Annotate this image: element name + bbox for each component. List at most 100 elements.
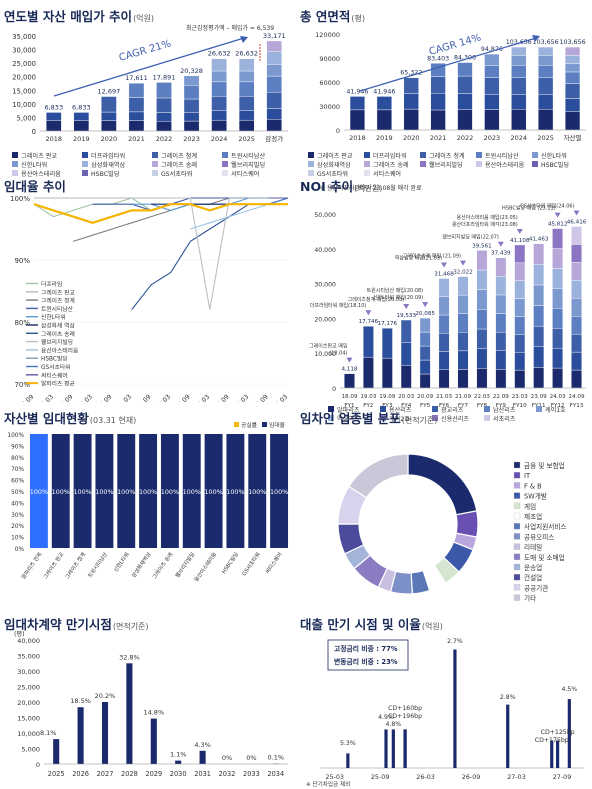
noi-ytick: 20,000 (314, 316, 336, 323)
occupancy-legend-label: 더프라임 (41, 280, 62, 288)
gfa-ytick: 90000 (319, 55, 340, 63)
lease-category-label: 2032 (219, 770, 236, 778)
loan-value-label: 2.7% (447, 638, 463, 645)
gfa-bar-segment (484, 77, 500, 95)
asset-value-label: 20,328 (180, 67, 203, 75)
noi-category-label: FY4 (401, 403, 412, 409)
gfa-bar-segment (457, 75, 473, 94)
asset-bar-segment (266, 119, 282, 132)
asset-category-label: 2018 (46, 135, 63, 143)
lease-ytick: 20,000 (17, 699, 40, 707)
pie-legend-label: F & B (524, 482, 542, 490)
noi-legend-label: 알파리츠 (337, 406, 360, 414)
noi-category-label: FY13 (570, 403, 584, 409)
gfa-bar-segment (538, 109, 554, 131)
pie-legend-label: 도매 및 소매업 (524, 554, 565, 562)
pie-slice (407, 453, 478, 516)
noi-legend-label: 케이1호 (545, 406, 566, 414)
asset-ytick: 15,000 (12, 87, 36, 95)
noi-legend-label: 역삼리츠 (337, 415, 360, 423)
occupancy-x-label: 22.09 (174, 393, 192, 402)
asset-legend-label: 서티스퀘어 (231, 170, 259, 178)
gfa-bar-segment (430, 109, 446, 131)
loan-bar (403, 729, 407, 768)
asset-value-label: 26,632 (208, 50, 231, 58)
oba-value-label: 100% (226, 488, 244, 496)
pie-legend-swatch (513, 574, 521, 581)
occupancy-x-label: 21.09 (135, 393, 153, 402)
noi-value-label: 31,468 (434, 271, 454, 277)
noi-category-label: 23.09 (531, 394, 547, 400)
lease-bar (150, 718, 157, 764)
noi-bar-segment (552, 228, 564, 249)
asset-bar-segment (183, 85, 200, 100)
pie-legend-label: SW개발 (524, 492, 547, 501)
noi-annotation-label: 트윈시티남산 매입(20.08) (367, 287, 424, 294)
loan-x-label: 27-03 (507, 773, 526, 781)
asset-category-label: 2025 (238, 135, 255, 143)
gfa-bar-segment (403, 77, 419, 94)
asset-legend-label: 신한L타워 (21, 161, 47, 169)
gfa-note: ※ 용산더프라임타워 23.08월 매각 완료 (320, 184, 422, 192)
occupancy-ytick: 100% (10, 195, 30, 203)
noi-bar-segment (457, 350, 469, 370)
asset-bar-segment (211, 70, 227, 83)
noi-annotation-marker (497, 241, 504, 247)
noi-bar-segment (457, 294, 469, 314)
loan-bar (384, 729, 388, 768)
lease-value-label: 20.2% (95, 692, 116, 700)
gfa-legend-label: 용산아스테리움 (485, 161, 525, 169)
loan-bar (556, 740, 560, 768)
noi-bar-segment (514, 244, 526, 264)
gfa-ytick: 60000 (319, 79, 340, 87)
asset-bar-segment (128, 97, 145, 113)
occupancy-panel: 임대율 추이 70% 80% 90% 100% 18.0919.0319.0920.03… (4, 176, 291, 402)
asset-bar-segment (238, 119, 255, 132)
loan-x-label: 25-03 (325, 773, 344, 781)
oba-value-label: 100% (139, 488, 157, 496)
pie-legend-label: 공유오피스 (524, 532, 554, 541)
gfa-bar-segment (349, 96, 366, 111)
noi-bar-segment (533, 325, 545, 347)
gfa-bar-segment (564, 98, 581, 112)
asset-legend-label: 삼성화재역삼 (91, 161, 125, 169)
gfa-bar-segment (564, 111, 581, 131)
noi-legend-label: 케이2호 (389, 415, 410, 423)
asset-category-label: 2019 (73, 135, 90, 143)
asset-legend-label: 웰브리지빌딩 (231, 161, 265, 169)
gfa-bar-segment (538, 94, 554, 110)
tenant-industry-title: 임차인 업종별 분포(면적기준) (300, 411, 438, 426)
noi-value-label: 17,746 (359, 319, 379, 325)
gfa-legend-label: 트윈시티남산 (485, 152, 519, 160)
noi-annotation-marker (441, 262, 448, 268)
pie-legend-swatch (513, 472, 521, 479)
noi-bar-segment (514, 316, 526, 335)
noi-bar-segment (419, 331, 431, 347)
noi-bar-segment (533, 305, 545, 327)
noi-category-label: 24.03 (550, 394, 566, 400)
gfa-chart: 0 30000 60000 90000 120000 41,946 2018 41,946 20… (308, 31, 586, 192)
gfa-bar-segment (403, 93, 419, 110)
oba-category-label: 삼성화재역삼 (129, 550, 152, 579)
noi-annotation-marker (516, 228, 523, 234)
asset-value-label: 12,697 (98, 88, 121, 96)
noi-value-label: 32,022 (453, 270, 473, 276)
asset-legend-swatch (152, 161, 158, 167)
noi-bar-segment (476, 250, 488, 271)
loan-floating-rate: 변동금리 비중 : 23% (334, 657, 398, 666)
occupancy-x-label: 23.03 (194, 393, 212, 402)
asset-bar-segment (266, 40, 282, 52)
oba-value-label: 100% (161, 488, 179, 496)
asset-value-label: 6,833 (72, 103, 91, 111)
noi-bar-segment (419, 359, 431, 375)
lease-value-label: 14.8% (143, 709, 164, 717)
asset-value-label: 6,833 (44, 103, 63, 111)
gfa-bar-segment (511, 94, 527, 110)
noi-bar-segment (400, 342, 412, 366)
asset-legend-label: 그레이츠 송례 (161, 161, 197, 169)
asset-cagr-label: CAGR 21% (118, 38, 173, 63)
noi-bar-segment (552, 288, 564, 309)
oba-value-label: 100% (95, 488, 113, 496)
asset-panel: 연도별 자산 매입가 추이(억원) 0 5,000 10,000 15,000 20,0… (4, 6, 291, 198)
asset-legend-label: 트윈시티남산 (231, 152, 265, 160)
